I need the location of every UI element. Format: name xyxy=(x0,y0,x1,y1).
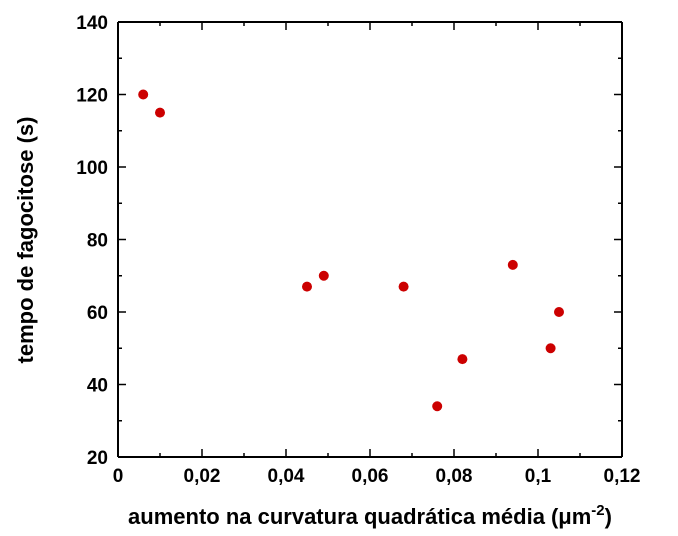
x-tick-label: 0,02 xyxy=(184,466,221,487)
x-axis-unit-exponent: -2 xyxy=(591,502,604,519)
y-tick-label: 140 xyxy=(76,13,108,34)
x-axis-title: aumento na curvatura quadrática média (μm… xyxy=(128,502,612,529)
data-point xyxy=(302,281,312,292)
data-point xyxy=(318,270,329,281)
y-axis-title: tempo de fagocitose (s) xyxy=(13,117,38,364)
data-point xyxy=(545,343,556,354)
tick-labels: 0 0,02 0,04 0,06 0,08 0,1 0,12 20 40 60 80 100 120 14… xyxy=(76,13,640,487)
x-axis-unit-mu: μ xyxy=(558,504,571,529)
x-axis-unit-base: m xyxy=(572,504,592,529)
x-tick-label: 0,1 xyxy=(525,466,552,487)
plot-frame xyxy=(117,21,623,458)
data-point xyxy=(507,259,518,270)
data-point xyxy=(138,89,149,100)
x-axis-unit-close: ) xyxy=(605,504,612,529)
data-point xyxy=(457,354,468,365)
y-tick-label: 80 xyxy=(87,231,108,252)
x-axis-unit-open: ( xyxy=(551,504,559,529)
x-tick-label: 0,04 xyxy=(268,466,305,487)
y-tick-label: 100 xyxy=(76,158,108,179)
y-tick-label: 20 xyxy=(87,448,108,469)
data-points xyxy=(138,89,564,412)
x-tick-label: 0,06 xyxy=(352,466,389,487)
data-point xyxy=(432,401,443,412)
y-tick-label: 40 xyxy=(87,376,108,397)
tick-marks xyxy=(117,21,623,458)
y-tick-label: 120 xyxy=(76,86,108,107)
data-point xyxy=(155,107,165,118)
data-point xyxy=(554,307,564,317)
x-axis-title-text: aumento na curvatura quadrática média xyxy=(128,504,546,529)
x-tick-label: 0,08 xyxy=(436,466,473,487)
x-tick-label: 0 xyxy=(113,466,124,487)
x-tick-label: 0,12 xyxy=(604,466,641,487)
y-tick-label: 60 xyxy=(87,303,108,324)
data-point xyxy=(398,281,409,292)
